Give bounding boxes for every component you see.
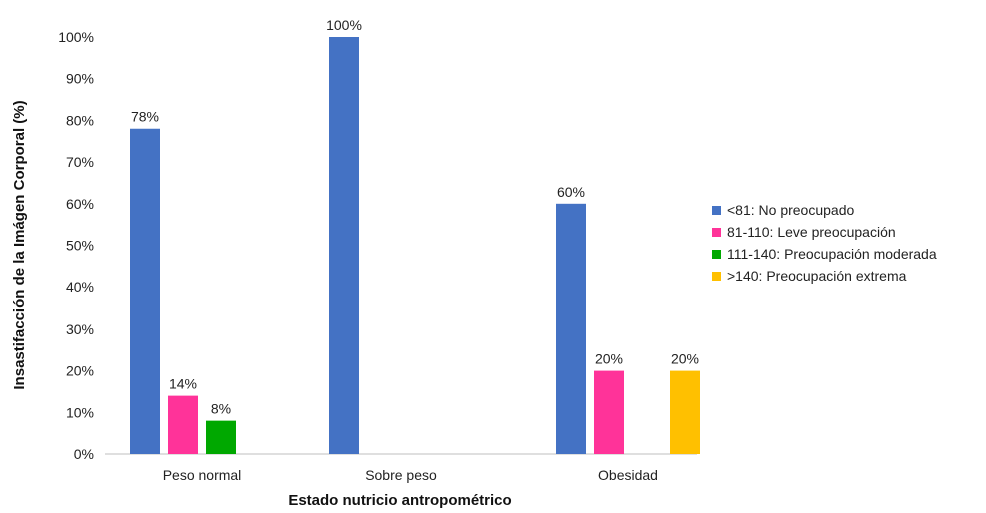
legend-swatch xyxy=(712,227,721,237)
y-tick-label: 60% xyxy=(66,196,94,212)
legend-item: >140: Preocupación extrema xyxy=(712,265,937,287)
y-tick-label: 20% xyxy=(66,363,94,379)
y-tick-label: 10% xyxy=(66,404,94,420)
y-axis-ticks: 0% 10% 20% 30% 40% 50% 60% 70% 80% 90% 100% xyxy=(58,29,94,462)
data-label: 100% xyxy=(326,17,362,33)
legend-item: 111-140: Preocupación moderada xyxy=(712,243,937,265)
bar xyxy=(329,37,359,454)
y-tick-label: 30% xyxy=(66,321,94,337)
legend-swatch xyxy=(712,205,721,215)
bar xyxy=(168,395,198,454)
y-tick-label: 90% xyxy=(66,71,94,87)
x-category-label: Sobre peso xyxy=(365,467,437,483)
y-tick-label: 40% xyxy=(66,279,94,295)
y-tick-label: 80% xyxy=(66,112,94,128)
data-label: 78% xyxy=(131,109,159,125)
legend-swatch xyxy=(712,271,721,281)
data-label: 20% xyxy=(671,351,699,367)
bar xyxy=(206,420,236,454)
y-tick-label: 70% xyxy=(66,154,94,170)
bars xyxy=(130,37,700,455)
x-category-label: Obesidad xyxy=(598,467,658,483)
y-tick-label: 50% xyxy=(66,238,94,254)
data-label: 20% xyxy=(595,351,623,367)
legend-item: <81: No preocupado xyxy=(712,199,937,221)
y-tick-label: 0% xyxy=(74,446,94,462)
data-labels: 78% 14% 8% 100% 60% 20% 20% xyxy=(131,17,699,417)
legend-swatch xyxy=(712,249,721,259)
y-tick-label: 100% xyxy=(58,29,94,45)
legend-label: 81-110: Leve preocupación xyxy=(727,224,896,240)
bar xyxy=(594,370,624,454)
data-label: 14% xyxy=(169,376,197,392)
y-axis-title: Insastifacción de la Imágen Corporal (%) xyxy=(11,100,28,389)
x-axis-categories: Peso normal Sobre peso Obesidad xyxy=(163,467,658,483)
legend-label: <81: No preocupado xyxy=(727,202,855,218)
x-category-label: Peso normal xyxy=(163,467,242,483)
legend-label: 111-140: Preocupación moderada xyxy=(727,246,937,262)
legend: <81: No preocupado 81-110: Leve preocupac… xyxy=(712,199,937,287)
x-axis-title: Estado nutricio antropométrico xyxy=(288,492,511,509)
data-label: 60% xyxy=(557,184,585,200)
bar xyxy=(556,203,586,454)
bar xyxy=(130,128,160,455)
legend-label: >140: Preocupación extrema xyxy=(727,268,907,284)
bar xyxy=(670,370,700,454)
data-label: 8% xyxy=(211,401,231,417)
legend-item: 81-110: Leve preocupación xyxy=(712,221,937,243)
